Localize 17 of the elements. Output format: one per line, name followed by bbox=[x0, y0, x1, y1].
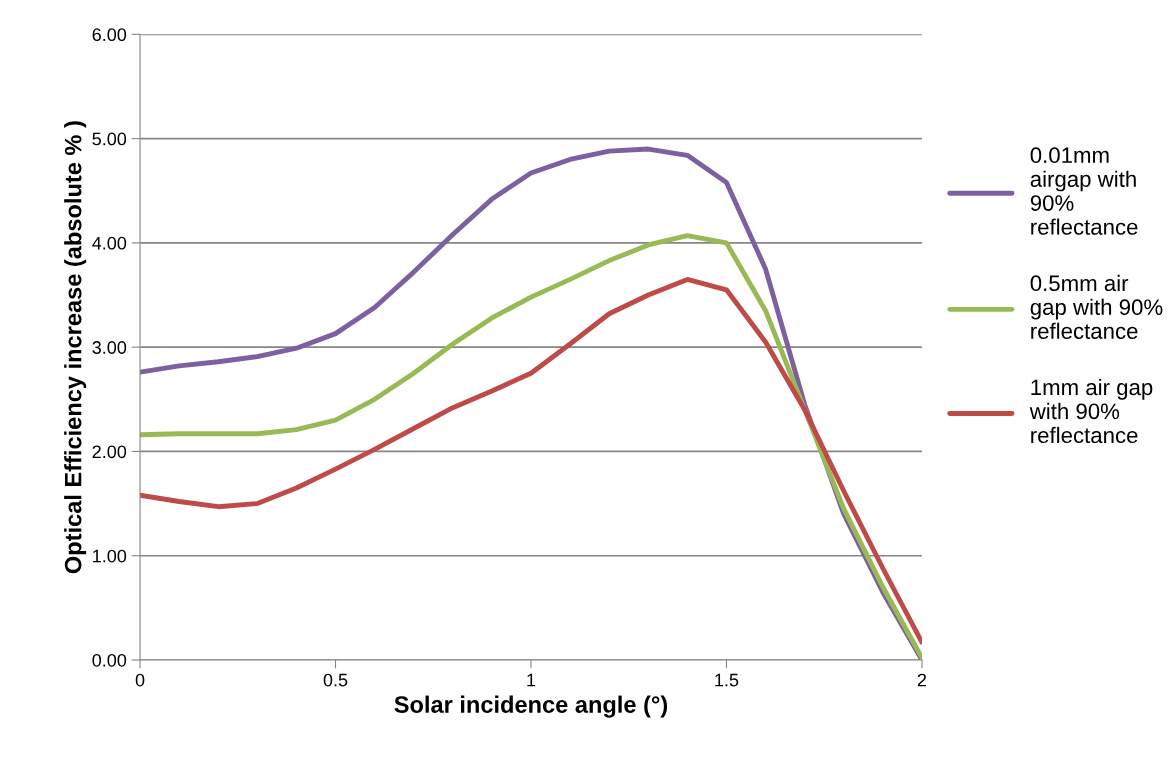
x-tick-label: 1 bbox=[527, 673, 536, 687]
x-tick-label: 2 bbox=[917, 673, 927, 687]
y-tick-label: 4.00 bbox=[92, 236, 127, 250]
y-tick-label: 3.00 bbox=[92, 341, 127, 354]
y-tick-label: 5.00 bbox=[92, 132, 127, 146]
y-tick-label: 2.00 bbox=[92, 445, 127, 459]
legend-label: 0.5mm air gap with 90% reflectance bbox=[1030, 274, 1163, 339]
legend-label: 1mm air gap with 90% reflectance bbox=[1029, 378, 1153, 444]
legend-label: 0.01mm airgap with 90% reflectance bbox=[1030, 147, 1138, 235]
x-axis-title: Solar incidence angle (°) bbox=[394, 695, 668, 718]
x-tick-label: 1.5 bbox=[715, 673, 739, 687]
x-tick-label: 0 bbox=[135, 673, 145, 687]
y-tick-label: 0.00 bbox=[92, 653, 127, 667]
y-tick-label: 6.00 bbox=[92, 28, 127, 42]
y-tick-label: 1.00 bbox=[93, 549, 127, 563]
y-axis-title: Optical Efficiency increase (absolute % ) bbox=[64, 121, 87, 574]
x-tick-label: 0.5 bbox=[323, 673, 348, 687]
